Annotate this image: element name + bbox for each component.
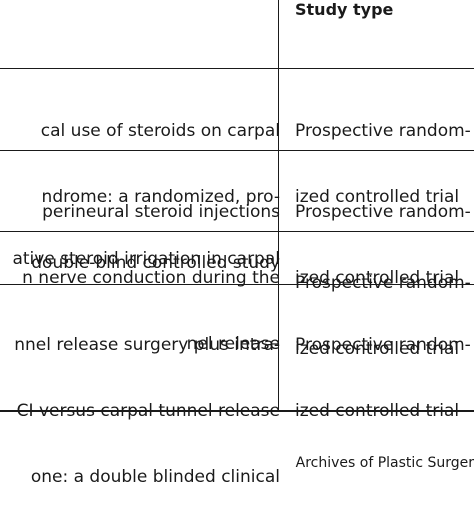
study-type-line: ized controlled trial — [295, 268, 460, 288]
study-type-line: ized controlled trial — [295, 187, 460, 207]
study-type-line: Prospective random- — [295, 202, 471, 222]
title-line: ndrome: a randomized, pro- — [41, 187, 280, 207]
study-type-header: Study type — [295, 0, 394, 19]
row-1-title: cal use of steroids on carpal ndrome: a … — [31, 76, 280, 318]
row-4-study-type: Prospective random- ized controlled tria… — [295, 290, 471, 466]
title-line: n nerve conduction during the — [22, 268, 280, 288]
row-divider — [0, 231, 474, 232]
study-type-line: Prospective random- — [295, 121, 471, 141]
title-line: cal use of steroids on carpal — [40, 121, 280, 141]
row-divider — [0, 150, 474, 151]
title-line: nel release — [186, 334, 280, 354]
column-divider — [278, 0, 279, 410]
study-type-line: ized controlled trial — [295, 401, 460, 421]
title-line: CI versus carpal tunnel release — [16, 401, 280, 421]
title-line: one: a double blinded clinical — [30, 467, 280, 487]
row-3-study-type: Prospective random- ized controlled tria… — [295, 228, 471, 404]
row-2-study-type: Prospective random- ized controlled tria… — [295, 157, 471, 333]
source-credit: Archives of Plastic Surger — [295, 455, 474, 471]
row-2-title: perineural steroid injections n nerve co… — [22, 157, 280, 399]
study-type-line: Prospective random- — [295, 273, 471, 293]
study-type-line: Prospective random- — [295, 335, 471, 355]
title-line: nnel release surgery plus intra- — [14, 335, 280, 355]
title-line: ative steroid irrigation in carpal — [12, 249, 280, 269]
row-1-study-type: Prospective random- ized controlled tria… — [295, 76, 471, 252]
header-divider — [0, 68, 474, 69]
row-divider — [0, 284, 474, 285]
row-3-title: ative steroid irrigation in carpal — [12, 204, 280, 314]
studies-table: Study type cal use of steroids on carpal… — [0, 0, 474, 487]
row-4-title: nnel release surgery plus intra- CI vers… — [14, 290, 280, 532]
study-type-line: ized controlled trial — [295, 339, 460, 359]
title-line: perineural steroid injections — [42, 202, 280, 222]
title-line: double-blind controlled study — [31, 253, 280, 273]
